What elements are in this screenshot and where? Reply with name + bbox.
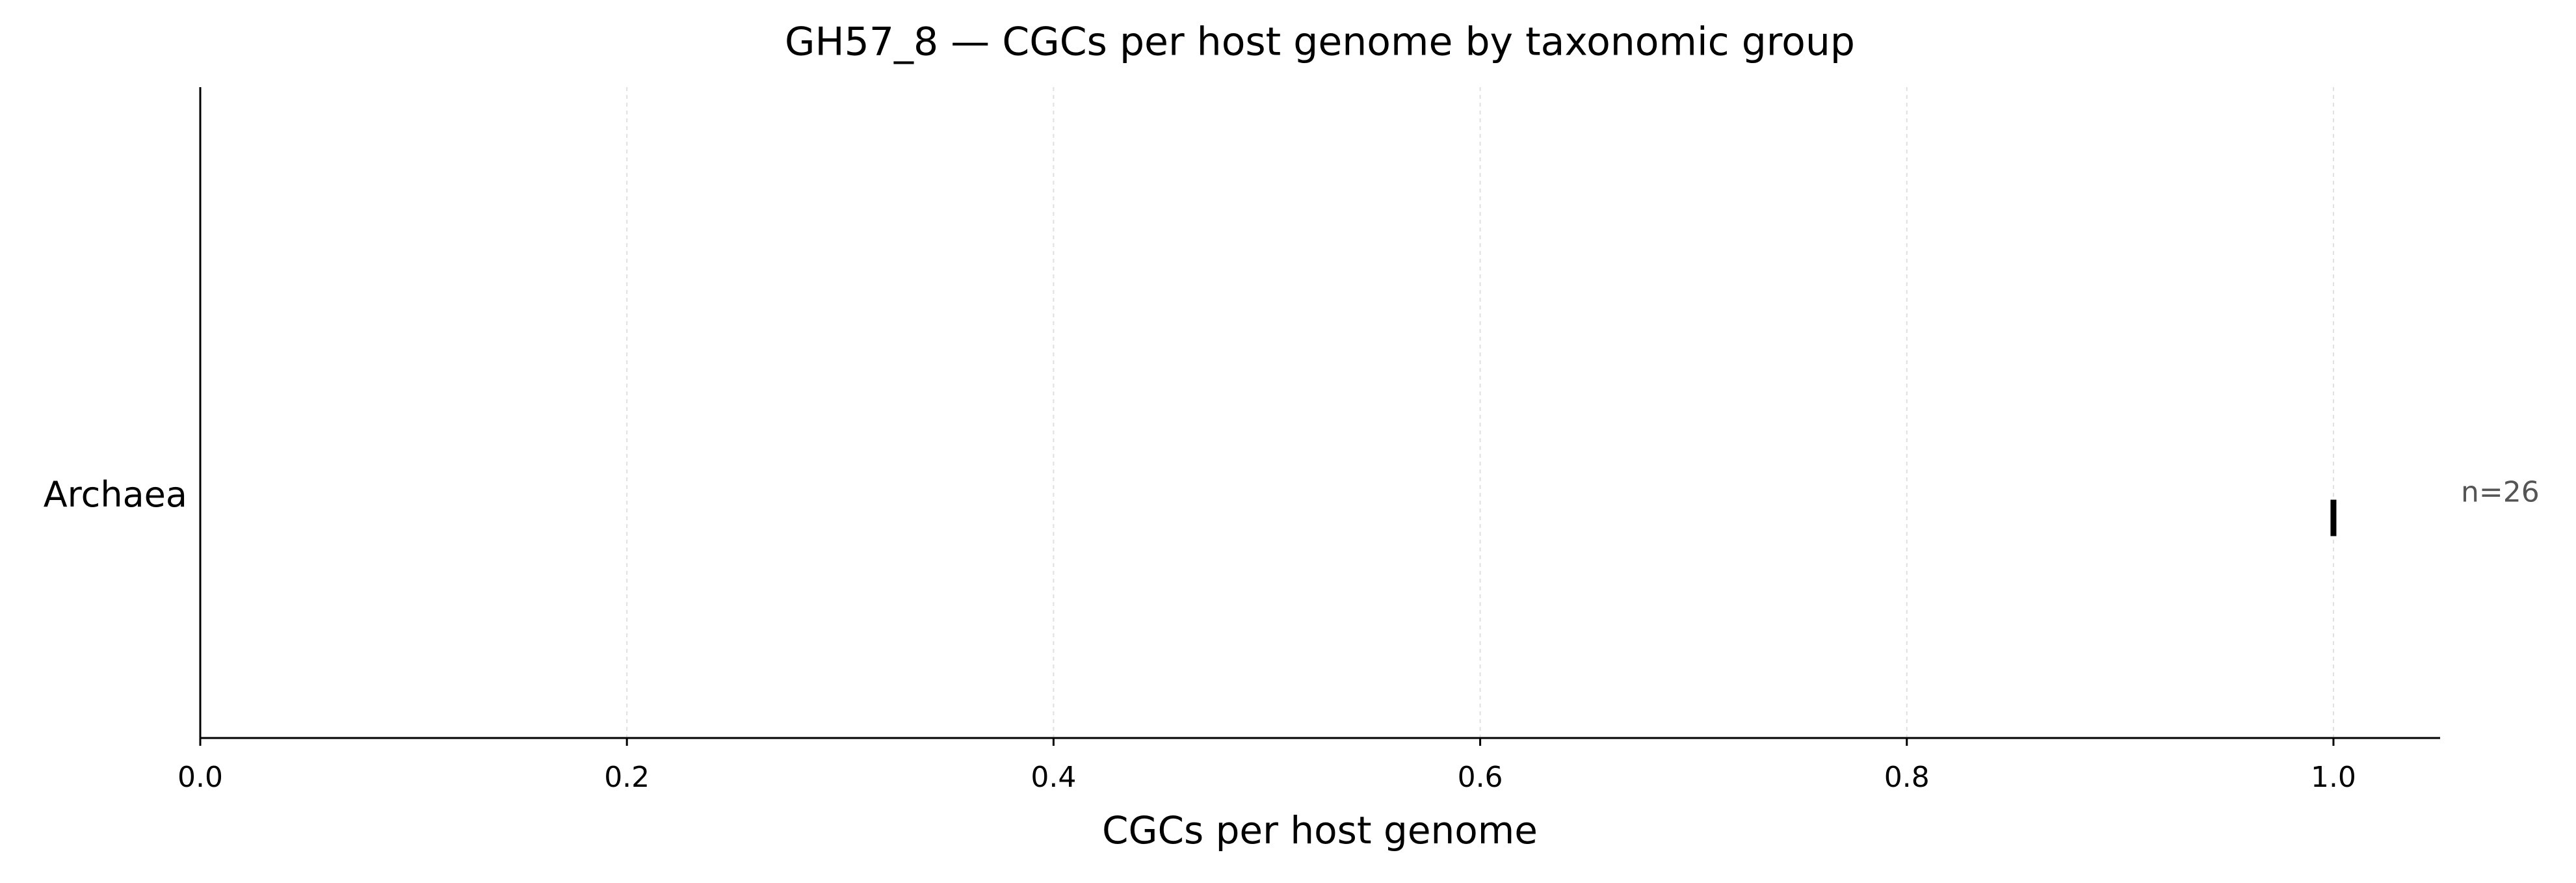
y-tick-label: Archaea (44, 474, 187, 515)
x-tick-label: 0.8 (1884, 761, 1930, 794)
chart-title: GH57_8 — CGCs per host genome by taxonom… (785, 20, 1855, 65)
annotation: n=26 (2461, 476, 2540, 509)
x-axis-label: CGCs per host genome (1102, 808, 1538, 852)
x-tick-label: 0.6 (1458, 761, 1503, 794)
x-tick-label: 0.4 (1031, 761, 1076, 794)
x-tick-label: 1.0 (2311, 761, 2356, 794)
x-tick-label: 0.0 (177, 761, 223, 794)
x-tick-label: 0.2 (604, 761, 650, 794)
